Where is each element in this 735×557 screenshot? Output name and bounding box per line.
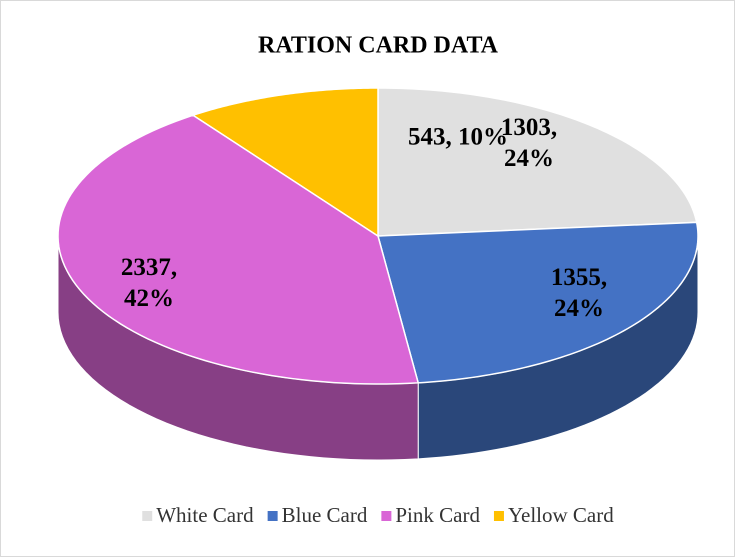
legend-swatch — [381, 511, 392, 521]
pie-slice — [191, 87, 379, 238]
legend-label: Blue Card — [282, 503, 368, 527]
pie-slice — [377, 221, 699, 384]
legend-label: White Card — [156, 503, 254, 527]
pie-slice — [57, 114, 420, 385]
data-label: 1355, 24% — [550, 263, 608, 322]
pie-slice — [377, 87, 698, 237]
data-label: 543, 10% — [408, 123, 508, 151]
legend-swatch — [493, 511, 504, 521]
legend: White Card Blue Card Pink Card Yellow Card — [142, 503, 614, 527]
legend-label: Pink Card — [395, 503, 480, 527]
data-label: 2337, 42% — [120, 253, 178, 312]
chart-title: RATION CARD DATA — [258, 33, 499, 59]
legend-swatch — [267, 511, 278, 521]
data-label: 1303, 24% — [500, 113, 558, 172]
legend-swatch — [142, 511, 153, 521]
legend-label: Yellow Card — [508, 503, 614, 527]
